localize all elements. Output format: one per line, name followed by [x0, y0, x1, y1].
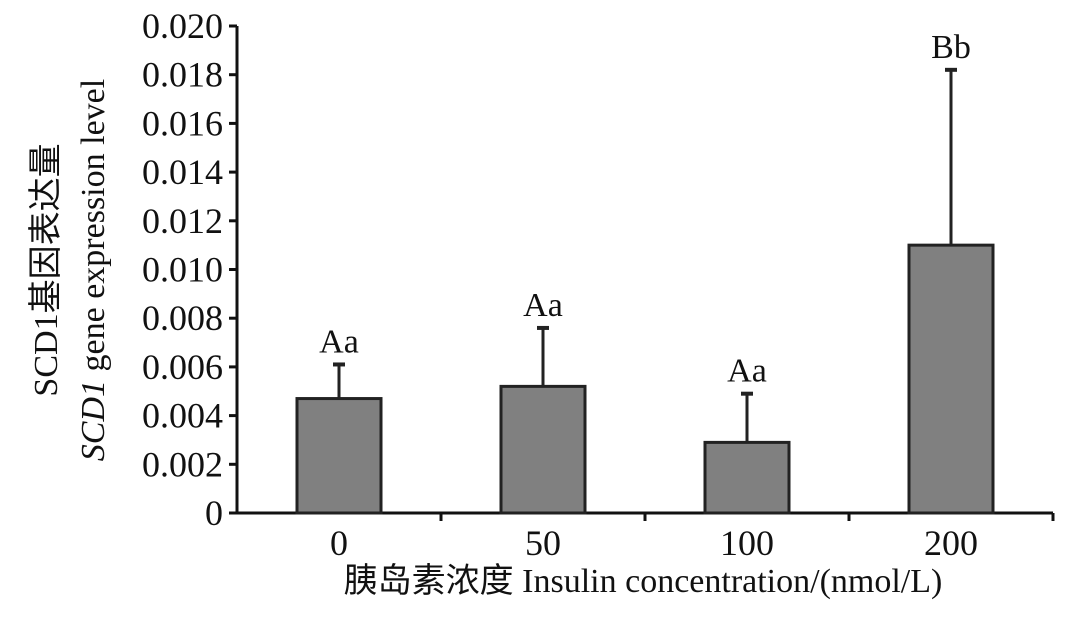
x-axis-title: 胰岛素浓度 Insulin concentration/(nmol/L) [344, 562, 943, 600]
x-ticks: 0 50 100 200 [330, 513, 1055, 563]
y-tick-label: 0.018 [142, 55, 223, 95]
bar [499, 384, 587, 515]
y-tick-label: 0 [205, 493, 223, 533]
y-tick-label: 0.014 [142, 152, 223, 192]
bar-significance-label: Aa [319, 323, 359, 360]
y-axis-title: SCD1基因表达量 SCD1 gene expression level [27, 79, 112, 461]
bar [295, 397, 383, 515]
bar-significance-label: Bb [931, 29, 971, 66]
y-axis-title-en-rest: gene expression level [75, 79, 112, 380]
x-tick-label: 50 [525, 523, 561, 563]
bar-significance-label: Aa [523, 287, 563, 324]
y-ticks: 0 0.002 0.004 0.006 0.008 0.010 0.012 0.014 0.01… [142, 6, 237, 533]
x-tick-label: 200 [924, 523, 978, 563]
y-tick-label: 0.010 [142, 250, 223, 290]
y-tick-label: 0.016 [142, 103, 223, 143]
bars [295, 243, 995, 515]
y-tick-label: 0.004 [142, 396, 223, 436]
y-tick-label: 0.012 [142, 201, 223, 241]
bar-labels: Aa Aa Aa Bb [319, 29, 971, 390]
y-tick-label: 0.006 [142, 347, 223, 387]
bar-significance-label: Aa [727, 353, 767, 390]
x-tick-label: 0 [330, 523, 348, 563]
y-tick-label: 0.008 [142, 298, 223, 338]
x-tick-label: 100 [720, 523, 774, 563]
error-bars [333, 67, 957, 443]
y-tick-label: 0.002 [142, 444, 223, 484]
y-axis-title-cn: SCD1基因表达量 [27, 143, 65, 396]
y-tick-label: 0.020 [142, 6, 223, 46]
bar [703, 440, 791, 515]
bar [907, 243, 995, 515]
y-axis-title-en: SCD1 gene expression level [75, 79, 112, 461]
y-axis-title-en-italic: SCD1 [75, 380, 112, 461]
